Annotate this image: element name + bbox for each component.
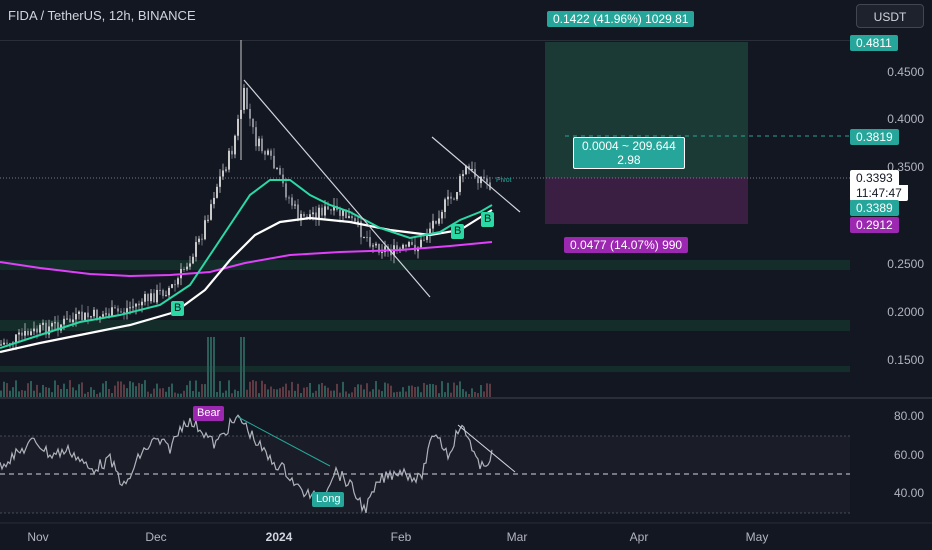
time-label: 2024: [265, 530, 293, 544]
currency-button[interactable]: USDT: [856, 4, 924, 28]
time-label: Nov: [27, 530, 49, 544]
position-info-line1: 0.0004 ~ 209.644: [582, 139, 676, 153]
long-signal-tag: Long: [312, 492, 345, 507]
stop-zone: [545, 178, 748, 224]
price-tick: 0.2500: [887, 257, 924, 271]
pivot-label: Pivot: [496, 177, 512, 184]
tp-price-tag: 0.3819: [850, 129, 899, 145]
time-label: Apr: [629, 530, 649, 544]
buy-marker: B: [451, 224, 465, 239]
trendline-flag[interactable]: [431, 136, 521, 213]
price-tick: 0.1500: [887, 353, 924, 367]
countdown-tag: 11:47:47: [850, 185, 908, 201]
time-label: May: [745, 530, 769, 544]
trend-lines[interactable]: [243, 79, 521, 298]
trendline-main[interactable]: [243, 79, 431, 298]
rsi-tick: 80.00: [893, 409, 924, 423]
time-label: Mar: [506, 530, 528, 544]
rsi-pane: [0, 414, 850, 514]
time-label: Dec: [145, 530, 167, 544]
target-label[interactable]: 0.1422 (41.96%) 1029.81: [547, 11, 695, 27]
moving-averages: [0, 179, 493, 354]
price-tick: 0.4000: [887, 112, 924, 126]
volume-bars: [0, 337, 491, 397]
position-info-line2: 2.98: [617, 153, 641, 167]
candlesticks: [0, 40, 491, 351]
stop-price-tag: 0.2912: [850, 217, 899, 233]
rsi-divergence-line: [237, 416, 331, 467]
bear-divergence-tag: Bear: [193, 406, 225, 421]
time-label: Feb: [390, 530, 412, 544]
position-info-label[interactable]: 0.0004 ~ 209.644 2.98: [573, 137, 685, 169]
support-resistance-zones: [0, 40, 850, 372]
buy-marker: B: [171, 301, 185, 316]
price-tick: 0.4500: [887, 65, 924, 79]
entry-price-tag: 0.3389: [850, 200, 899, 216]
buy-marker: B: [481, 212, 495, 227]
rsi-tick: 40.00: [893, 486, 924, 500]
stop-label[interactable]: 0.0477 (14.07%) 990: [564, 237, 689, 253]
current-price-tag: 0.3393: [850, 170, 899, 186]
rsi-trendline: [457, 424, 516, 473]
symbol-title[interactable]: FIDA / TetherUS, 12h, BINANCE: [8, 8, 196, 23]
rsi-tick: 60.00: [893, 448, 924, 462]
target-price-tag: 0.4811: [850, 35, 898, 51]
price-tick: 0.2000: [887, 305, 924, 319]
